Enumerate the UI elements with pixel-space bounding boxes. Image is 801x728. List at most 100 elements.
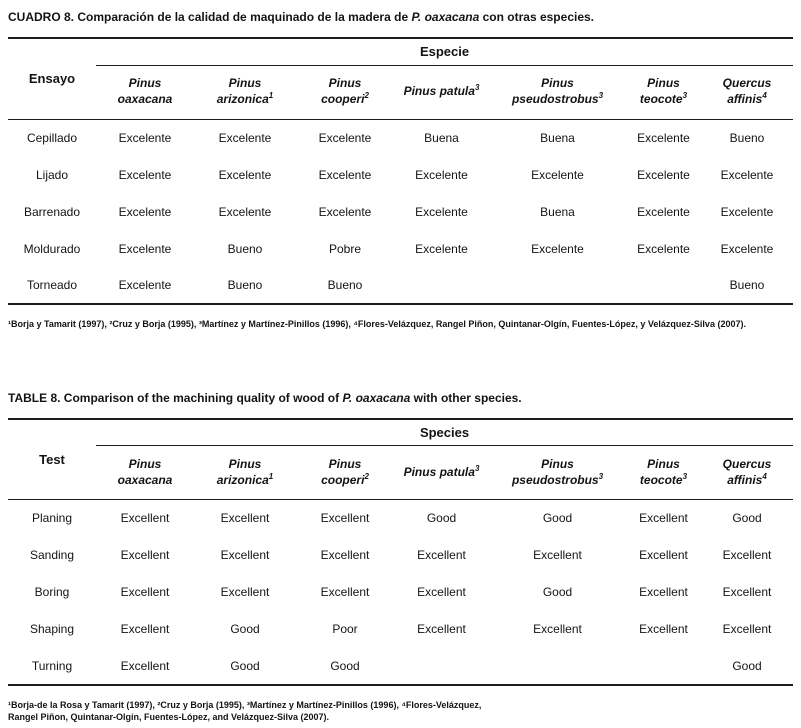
species-column-header: Pinus arizonica1 — [194, 65, 296, 120]
table-row: Boring Excellent Excellent Excellent Excelle… — [8, 574, 793, 611]
species-name: cooperi — [321, 92, 365, 106]
species-column-header: Quercus affinis4 — [701, 65, 794, 120]
quality-cell: Excelente — [415, 241, 468, 256]
species-name: affinis — [727, 472, 763, 487]
group-header-row: Ensayo Especie — [8, 38, 794, 120]
quality-cell: Excelente — [118, 130, 172, 145]
table-body: Planing Excellent Excellent Excellent Good Go… — [8, 500, 793, 685]
species-name: Pinus patula — [403, 84, 475, 99]
quality-cell: Excellent — [220, 511, 270, 526]
quality-cell: Good — [426, 511, 457, 526]
quality-cell: Pobre — [328, 241, 362, 256]
species-footnote-marker: 4 — [762, 91, 767, 100]
quality-cell: Bueno — [227, 241, 263, 256]
quality-cell: Good — [542, 585, 573, 600]
quality-cell: Bueno — [227, 278, 263, 292]
quality-cell: Excelente — [218, 167, 272, 182]
quality-cell: Excellent — [417, 548, 466, 563]
quality-cell: Excellent — [639, 622, 688, 637]
quality-cell: Excelente — [118, 241, 172, 256]
caption-species-name: P. oaxacana — [411, 10, 480, 24]
test-row-label: Moldurado — [23, 241, 81, 256]
table-row: Barrenado Excelente Excelente Excelente Exce… — [8, 193, 793, 230]
quality-cell: Bueno — [729, 278, 765, 292]
species-column-header: Pinus oaxacana — [96, 65, 194, 120]
quality-cell: Excelente — [118, 204, 172, 219]
species-name: Pinus — [541, 457, 574, 471]
quality-cell: Buena — [540, 204, 575, 219]
test-row-label: Turning — [31, 658, 73, 673]
quality-cell: Excellent — [417, 585, 466, 600]
test-row-label: Lijado — [35, 167, 69, 182]
caption-species-name: P. oaxacana — [342, 390, 411, 405]
species-column-header: Pinus teocote3 — [626, 65, 701, 120]
species-name: Pinus patula — [403, 464, 475, 479]
quality-cell: Excelente — [637, 167, 690, 182]
test-column-header: Ensayo — [8, 38, 96, 120]
caption-text-pre: Comparación de la calidad de maquinado d… — [74, 10, 412, 24]
test-row-label: Barrenado — [23, 204, 81, 219]
english-table-section: TABLE 8. Comparison of the machining qua… — [8, 390, 794, 724]
species-group-header: Especie — [96, 38, 794, 66]
species-name: Pinus — [541, 76, 574, 91]
table-row: Torneado Excelente Bueno Bueno Bueno — [8, 267, 793, 304]
caption-text-post: con otras especies. — [479, 10, 595, 24]
species-footnote-marker: 1 — [268, 91, 274, 100]
quality-cell: Good — [542, 511, 573, 526]
species-column-header: Pinus cooperi2 — [296, 445, 394, 501]
quality-cell: Bueno — [729, 130, 765, 145]
quality-cell: Poor — [332, 622, 358, 637]
test-row-label: Shaping — [29, 622, 75, 637]
footnote-line: ¹Borja y Tamarit (1997), ²Cruz y Borja (… — [8, 319, 746, 329]
quality-cell: Excelente — [218, 204, 272, 219]
quality-cell — [394, 267, 489, 304]
quality-cell: Excelente — [637, 241, 690, 256]
species-header-row: Pinus oaxacana Pinus arizonica1 Pinus cooperi… — [8, 445, 794, 501]
table-row: Lijado Excelente Excelente Excelente Excelen… — [8, 156, 793, 193]
quality-cell: Good — [732, 511, 762, 526]
species-footnote-marker: 1 — [268, 471, 274, 481]
quality-cell: Excellent — [639, 585, 688, 600]
quality-cell: Excellent — [722, 585, 772, 600]
quality-cell: Excellent — [220, 548, 270, 563]
quality-cell: Good — [230, 658, 260, 673]
species-column-header: Pinus arizonica1 — [194, 445, 296, 501]
quality-cell: Excelente — [637, 204, 690, 219]
quality-cell: Excellent — [120, 548, 170, 563]
quality-cell: Good — [330, 658, 360, 673]
quality-cell: Excellent — [120, 622, 170, 637]
quality-cell: Excellent — [120, 585, 170, 600]
species-footnote-marker: 3 — [682, 91, 688, 100]
species-column-header: Pinus teocote3 — [626, 445, 701, 501]
quality-cell: Excelente — [218, 130, 272, 145]
quality-cell: Excellent — [320, 511, 370, 526]
quality-cell: Buena — [424, 130, 459, 145]
quality-cell: Excellent — [417, 622, 466, 637]
quality-cell: Bueno — [327, 278, 363, 292]
test-row-label: Torneado — [26, 278, 78, 292]
quality-cell: Excellent — [320, 548, 370, 563]
quality-cell: Excellent — [120, 658, 170, 673]
spanish-table-caption: CUADRO 8. Comparación de la calidad de m… — [8, 10, 793, 25]
species-name: Pinus — [128, 76, 162, 91]
species-column-header: Pinus pseudostrobus3 — [489, 65, 626, 120]
species-name: Pinus — [647, 76, 680, 91]
species-footnote-marker: 3 — [598, 471, 604, 481]
quality-cell — [489, 648, 626, 685]
species-name: Pinus — [228, 457, 262, 471]
quality-cell: Excelente — [415, 167, 468, 182]
footnote-line: ¹Borja-de la Rosa y Tamarit (1997), ²Cru… — [8, 699, 482, 710]
quality-cell: Excellent — [120, 511, 170, 526]
caption-label: CUADRO 8. — [8, 10, 75, 24]
species-footnote-marker: 3 — [682, 471, 688, 481]
species-footnote-marker: 4 — [762, 471, 767, 481]
species-footnote-marker: 3 — [474, 463, 480, 473]
caption-text-pre: Comparison of the machining quality of w… — [60, 390, 343, 405]
species-header-row: Pinus oaxacana Pinus arizonica1 Pinus cooperi… — [8, 65, 794, 120]
quality-cell: Excelente — [720, 204, 774, 219]
quality-cell: Excelente — [637, 130, 690, 145]
quality-cell: Excelente — [118, 167, 172, 182]
quality-cell: Excellent — [639, 511, 688, 526]
quality-cell: Excellent — [533, 622, 582, 637]
group-header-row: Test Species — [8, 418, 794, 501]
